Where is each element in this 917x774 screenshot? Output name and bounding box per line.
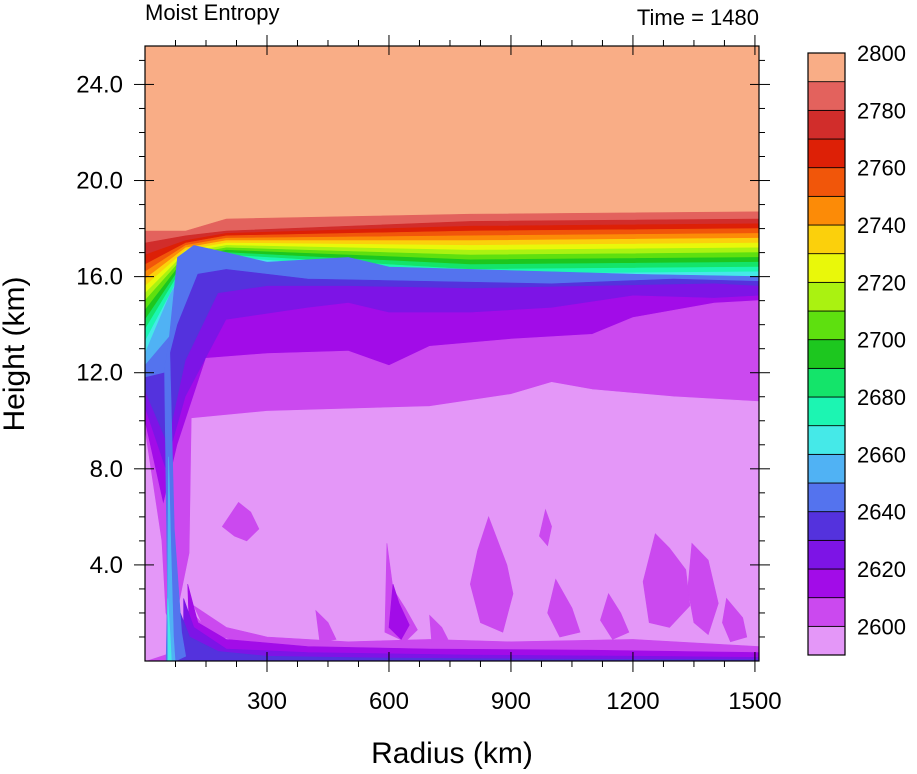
colorbar-bin bbox=[807, 597, 846, 627]
colorbar-frame bbox=[807, 52, 846, 656]
y-tick-label: 24.0 bbox=[76, 71, 123, 98]
colorbar-bin bbox=[807, 482, 846, 513]
region-plume-h bbox=[600, 592, 630, 640]
region-plume-f bbox=[642, 533, 691, 628]
colorbar-label: 2660 bbox=[857, 442, 906, 467]
x-tick-label: 300 bbox=[247, 688, 287, 715]
colorbar bbox=[807, 52, 846, 656]
region-core-2670 bbox=[167, 598, 172, 661]
y-tick-label: 16.0 bbox=[76, 264, 123, 291]
y-axis-label: Height (km) bbox=[0, 276, 31, 431]
x-tick-label: 600 bbox=[369, 688, 409, 715]
colorbar-bin bbox=[807, 138, 846, 169]
region-plume-c bbox=[469, 516, 514, 633]
y-tick-label: 4.0 bbox=[90, 552, 123, 579]
colorbar-bin bbox=[807, 453, 846, 484]
colorbar-bin bbox=[807, 511, 846, 541]
colorbar-bin bbox=[807, 224, 846, 255]
y-tick-label: 20.0 bbox=[76, 168, 123, 195]
x-tick-label: 1200 bbox=[606, 688, 659, 715]
colorbar-label: 2680 bbox=[857, 385, 906, 410]
region-plume-k bbox=[315, 609, 337, 643]
colorbar-label: 2620 bbox=[857, 557, 906, 582]
colorbar-bin bbox=[807, 109, 846, 140]
colorbar-bin bbox=[807, 167, 846, 197]
colorbar-bin bbox=[807, 310, 846, 341]
axis-tick-labels: 300 600 900 1200 1500 4.0 8.0 12.0 16.0 20.0 24.0 bbox=[76, 71, 781, 715]
colorbar-bin bbox=[807, 425, 846, 455]
colorbar-bin bbox=[807, 339, 846, 369]
y-tick-label: 8.0 bbox=[90, 456, 123, 483]
colorbar-label: 2760 bbox=[857, 156, 906, 181]
region-plume-d bbox=[539, 508, 552, 547]
colorbar-bin bbox=[807, 81, 846, 111]
colorbar-label: 2780 bbox=[857, 98, 906, 123]
plot-frame bbox=[144, 45, 760, 662]
colorbar-bin bbox=[807, 367, 846, 398]
colorbar-label: 2600 bbox=[857, 614, 906, 639]
colorbar-bin bbox=[807, 52, 846, 83]
region-plume-a bbox=[221, 501, 260, 542]
colorbar-label: 2800 bbox=[857, 41, 906, 66]
region-plume-g bbox=[687, 542, 719, 636]
colorbar-bin bbox=[807, 539, 846, 570]
colorbar-bin bbox=[807, 253, 846, 283]
colorbar-label: 2740 bbox=[857, 213, 906, 238]
colorbar-bin bbox=[807, 281, 846, 312]
x-tick-label: 900 bbox=[491, 688, 531, 715]
chart-title-left: Moist Entropy bbox=[145, 0, 280, 25]
region-plume-b-core bbox=[388, 584, 410, 640]
region-near-surface-2640 bbox=[177, 605, 759, 661]
y-tick-label: 12.0 bbox=[76, 360, 123, 387]
axis-ticks bbox=[134, 35, 770, 672]
region-plume-j bbox=[429, 614, 449, 643]
colorbar-label: 2640 bbox=[857, 500, 906, 525]
colorbar-bin bbox=[807, 625, 846, 656]
region-plume-e bbox=[547, 578, 581, 638]
chart-title-right: Time = 1480 bbox=[637, 5, 759, 30]
colorbar-label: 2720 bbox=[857, 270, 906, 295]
x-axis-label: Radius (km) bbox=[371, 737, 533, 770]
colorbar-label: 2700 bbox=[857, 328, 906, 353]
contour-regions bbox=[145, 46, 759, 661]
region-stratosphere bbox=[145, 46, 759, 232]
region-core-2660 bbox=[167, 456, 176, 661]
colorbar-bin bbox=[807, 568, 846, 599]
colorbar-bin bbox=[807, 396, 846, 427]
colorbar-labels: 2600 2620 2640 2660 2680 2700 2720 2740 2760 2780… bbox=[857, 41, 906, 639]
x-tick-label: 1500 bbox=[728, 688, 781, 715]
colorbar-bin bbox=[807, 195, 846, 226]
region-plume-i bbox=[722, 597, 748, 643]
